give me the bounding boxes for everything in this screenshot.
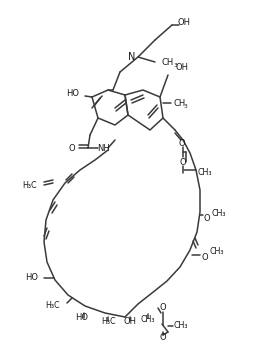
Text: 3: 3 <box>173 63 177 67</box>
Text: O: O <box>180 158 186 166</box>
Text: H₃C: H₃C <box>101 318 115 326</box>
Text: OH: OH <box>123 318 136 326</box>
Text: H₃C: H₃C <box>46 301 60 310</box>
Text: CH₃: CH₃ <box>197 168 211 176</box>
Text: NH: NH <box>97 143 109 152</box>
Text: O: O <box>160 303 166 312</box>
Text: N: N <box>128 52 136 62</box>
Text: O: O <box>179 139 185 148</box>
Text: HO: HO <box>66 88 79 97</box>
Text: O: O <box>69 143 75 152</box>
Text: OH: OH <box>175 63 188 72</box>
Text: CH₃: CH₃ <box>212 208 227 217</box>
Text: OH: OH <box>177 18 190 26</box>
Text: CH₃: CH₃ <box>210 247 225 257</box>
Text: O: O <box>204 214 211 223</box>
Text: HO: HO <box>76 313 89 323</box>
Text: CH₃: CH₃ <box>141 314 155 323</box>
Text: 3: 3 <box>184 104 188 108</box>
Text: HO: HO <box>25 273 38 282</box>
Text: CH: CH <box>173 98 185 108</box>
Text: H₃C: H₃C <box>23 181 37 190</box>
Text: O: O <box>160 333 166 343</box>
Text: CH: CH <box>162 57 174 66</box>
Text: O: O <box>202 254 209 262</box>
Text: CH₃: CH₃ <box>174 322 188 331</box>
